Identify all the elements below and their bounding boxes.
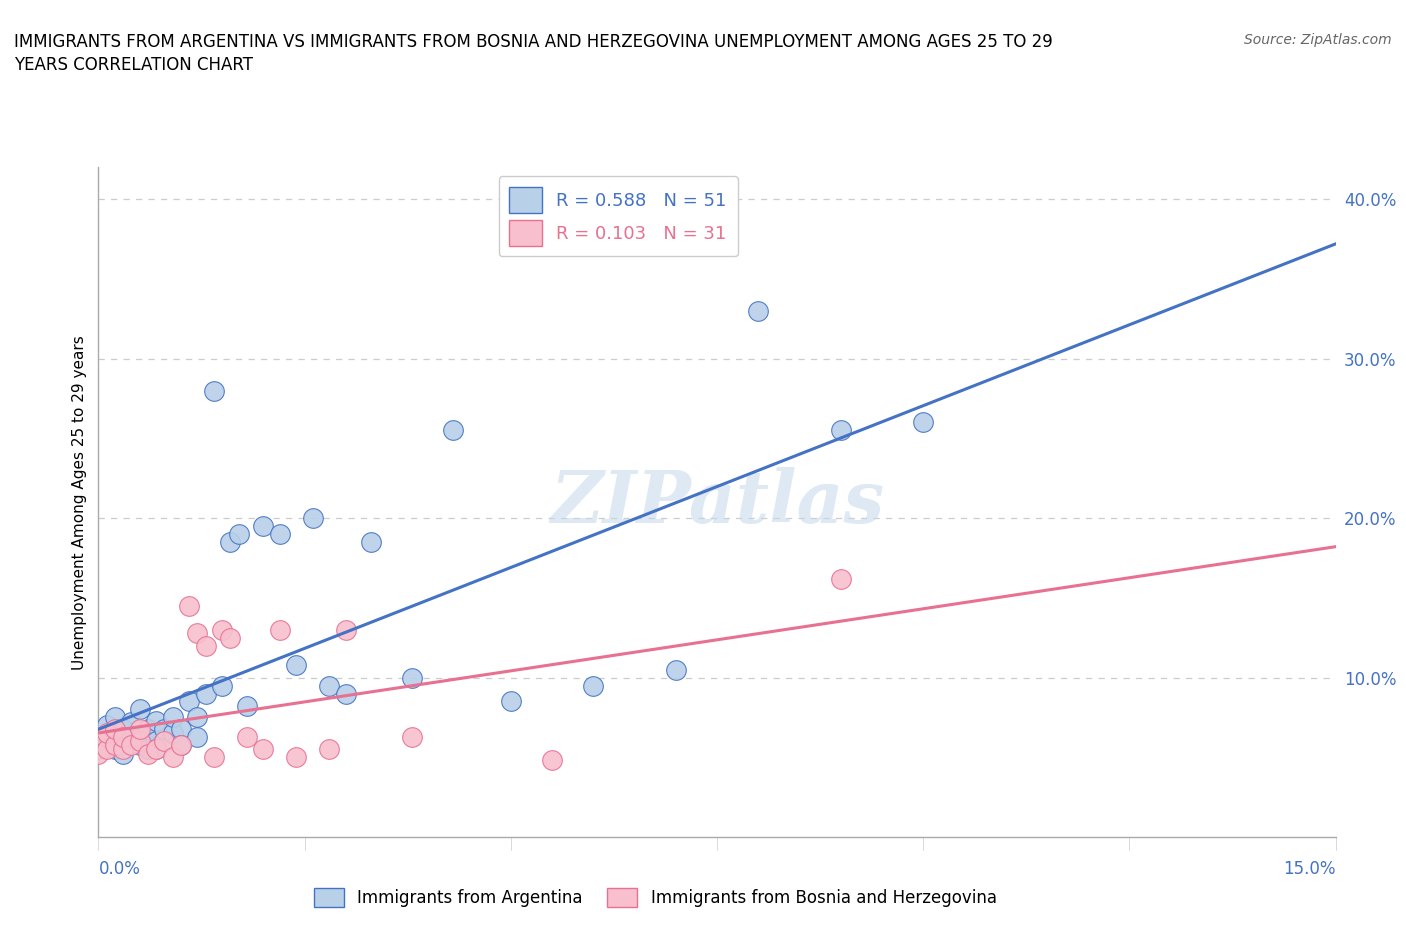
Point	[162, 710, 184, 724]
Point	[128, 702, 150, 717]
Point	[120, 737, 142, 752]
Point	[112, 721, 135, 736]
Point	[202, 750, 225, 764]
Point	[747, 303, 769, 318]
Text: YEARS CORRELATION CHART: YEARS CORRELATION CHART	[14, 56, 253, 73]
Point	[360, 535, 382, 550]
Point	[335, 686, 357, 701]
Point	[153, 721, 176, 736]
Point	[136, 747, 159, 762]
Point	[541, 753, 564, 768]
Point	[236, 698, 259, 713]
Y-axis label: Unemployment Among Ages 25 to 29 years: Unemployment Among Ages 25 to 29 years	[72, 335, 87, 670]
Point	[96, 742, 118, 757]
Point	[582, 678, 605, 693]
Point	[87, 742, 110, 757]
Point	[145, 734, 167, 749]
Point	[665, 662, 688, 677]
Legend: Immigrants from Argentina, Immigrants from Bosnia and Herzegovina: Immigrants from Argentina, Immigrants fr…	[305, 880, 1005, 916]
Point	[112, 747, 135, 762]
Point	[170, 737, 193, 752]
Point	[186, 729, 208, 744]
Point	[252, 519, 274, 534]
Point	[194, 638, 217, 653]
Text: IMMIGRANTS FROM ARGENTINA VS IMMIGRANTS FROM BOSNIA AND HERZEGOVINA UNEMPLOYMENT: IMMIGRANTS FROM ARGENTINA VS IMMIGRANTS …	[14, 33, 1053, 50]
Point	[128, 729, 150, 744]
Point	[162, 750, 184, 764]
Text: 0.0%: 0.0%	[98, 860, 141, 878]
Point	[219, 535, 242, 550]
Point	[153, 734, 176, 749]
Point	[269, 526, 291, 541]
Point	[401, 729, 423, 744]
Point	[170, 721, 193, 736]
Point	[96, 726, 118, 741]
Point	[96, 734, 118, 749]
Point	[153, 734, 176, 749]
Point	[87, 734, 110, 749]
Point	[112, 742, 135, 757]
Point	[252, 742, 274, 757]
Text: ZIPatlas: ZIPatlas	[550, 467, 884, 538]
Point	[194, 686, 217, 701]
Point	[104, 710, 127, 724]
Point	[136, 721, 159, 736]
Point	[87, 747, 110, 762]
Point	[128, 737, 150, 752]
Point	[104, 721, 127, 736]
Point	[219, 631, 242, 645]
Point	[120, 729, 142, 744]
Point	[202, 383, 225, 398]
Point	[112, 729, 135, 744]
Point	[104, 726, 127, 741]
Point	[96, 718, 118, 733]
Point	[120, 715, 142, 730]
Point	[335, 622, 357, 637]
Point	[136, 742, 159, 757]
Point	[211, 622, 233, 637]
Point	[128, 734, 150, 749]
Point	[499, 694, 522, 709]
Point	[170, 737, 193, 752]
Point	[145, 713, 167, 728]
Point	[145, 742, 167, 757]
Point	[441, 423, 464, 438]
Point	[318, 678, 340, 693]
Point	[285, 750, 308, 764]
Point	[228, 526, 250, 541]
Point	[401, 671, 423, 685]
Point	[830, 423, 852, 438]
Point	[179, 598, 201, 613]
Point	[162, 726, 184, 741]
Point	[87, 729, 110, 744]
Point	[211, 678, 233, 693]
Point	[285, 658, 308, 672]
Point	[112, 734, 135, 749]
Point	[302, 511, 325, 525]
Text: 15.0%: 15.0%	[1284, 860, 1336, 878]
Point	[236, 729, 259, 744]
Point	[128, 721, 150, 736]
Point	[96, 737, 118, 752]
Point	[104, 737, 127, 752]
Point	[104, 742, 127, 757]
Point	[186, 626, 208, 641]
Point	[269, 622, 291, 637]
Point	[145, 742, 167, 757]
Point	[912, 415, 935, 430]
Point	[830, 571, 852, 586]
Point	[318, 742, 340, 757]
Text: Source: ZipAtlas.com: Source: ZipAtlas.com	[1244, 33, 1392, 46]
Point	[186, 710, 208, 724]
Point	[179, 694, 201, 709]
